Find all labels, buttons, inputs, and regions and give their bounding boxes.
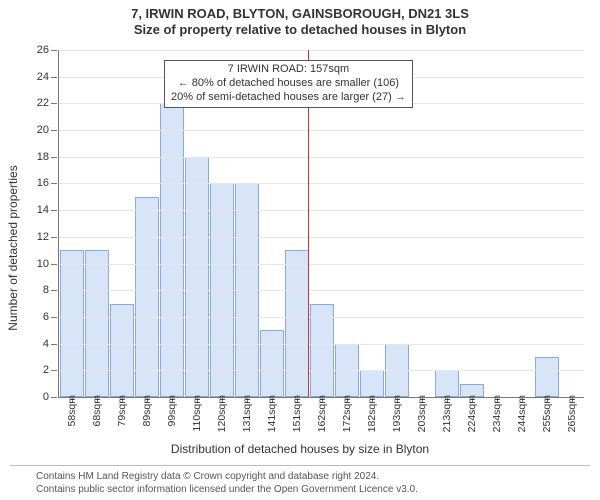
x-tick-label: 141sqm (266, 395, 278, 432)
bar-slot: 224sqm (459, 50, 484, 397)
x-axis-label: Distribution of detached houses by size … (0, 442, 600, 456)
x-tick-label: 99sqm (166, 395, 178, 427)
x-tick-label: 193sqm (391, 395, 403, 432)
bar-slot: 244sqm (509, 50, 534, 397)
gridline (59, 50, 584, 51)
bar (285, 250, 309, 397)
y-tick (51, 77, 57, 78)
y-tick (51, 210, 57, 211)
y-tick (51, 157, 57, 158)
bar-slot: 68sqm (84, 50, 109, 397)
gridline (59, 237, 584, 238)
x-tick-label: 255sqm (541, 395, 553, 432)
x-tick-label: 131sqm (241, 395, 253, 432)
x-tick-label: 79sqm (116, 395, 128, 427)
bar (260, 330, 284, 397)
footer-line1: Contains HM Land Registry data © Crown c… (36, 471, 379, 482)
y-tick-label: 8 (25, 284, 49, 296)
y-tick-label: 22 (25, 97, 49, 109)
bar (160, 103, 184, 397)
x-tick-label: 203sqm (416, 395, 428, 432)
x-tick-label: 58sqm (66, 395, 78, 427)
y-tick-label: 6 (25, 311, 49, 323)
footer-divider (10, 465, 590, 466)
y-tick-label: 2 (25, 364, 49, 376)
x-tick-label: 265sqm (566, 395, 578, 432)
y-tick-label: 4 (25, 338, 49, 350)
x-tick-label: 151sqm (291, 395, 303, 432)
plot-region: 58sqm68sqm79sqm89sqm99sqm110sqm120sqm131… (58, 50, 584, 398)
bar (60, 250, 84, 397)
y-tick (51, 103, 57, 104)
annotation-line: 20% of semi-detached houses are larger (… (171, 91, 406, 105)
x-tick-label: 172sqm (341, 395, 353, 432)
gridline (59, 370, 584, 371)
gridline (59, 264, 584, 265)
x-tick-label: 89sqm (141, 395, 153, 427)
bar-slot: 58sqm (59, 50, 84, 397)
y-tick (51, 237, 57, 238)
gridline (59, 130, 584, 131)
y-tick (51, 370, 57, 371)
bar (360, 370, 384, 397)
footer-attribution: Contains HM Land Registry data © Crown c… (0, 471, 600, 496)
y-tick (51, 183, 57, 184)
y-tick (51, 264, 57, 265)
bar-slot: 79sqm (109, 50, 134, 397)
x-tick-label: 110sqm (191, 395, 203, 432)
bar-slot: 255sqm (534, 50, 559, 397)
y-tick-label: 20 (25, 124, 49, 136)
bar (135, 197, 159, 397)
annotation-line: 7 IRWIN ROAD: 157sqm (171, 63, 406, 77)
title-subtitle: Size of property relative to detached ho… (0, 22, 600, 38)
footer-line2: Contains public sector information licen… (36, 484, 418, 495)
bar-slot: 213sqm (434, 50, 459, 397)
gridline (59, 290, 584, 291)
y-tick-label: 14 (25, 204, 49, 216)
y-tick (51, 344, 57, 345)
bar-slot: 265sqm (559, 50, 584, 397)
gridline (59, 210, 584, 211)
gridline (59, 317, 584, 318)
bar (85, 250, 109, 397)
y-tick (51, 50, 57, 51)
y-tick-label: 0 (25, 391, 49, 403)
y-tick-label: 26 (25, 44, 49, 56)
y-tick (51, 290, 57, 291)
chart-figure: 7, IRWIN ROAD, BLYTON, GAINSBOROUGH, DN2… (0, 0, 600, 500)
x-tick-label: 224sqm (466, 395, 478, 432)
title-address: 7, IRWIN ROAD, BLYTON, GAINSBOROUGH, DN2… (0, 0, 600, 22)
y-tick-label: 16 (25, 177, 49, 189)
gridline (59, 344, 584, 345)
bar (435, 370, 459, 397)
x-tick-label: 234sqm (491, 395, 503, 432)
y-tick-label: 12 (25, 231, 49, 243)
y-tick (51, 397, 57, 398)
annotation-box: 7 IRWIN ROAD: 157sqm← 80% of detached ho… (164, 60, 413, 107)
x-tick-label: 213sqm (441, 395, 453, 432)
y-tick (51, 130, 57, 131)
gridline (59, 183, 584, 184)
y-tick (51, 317, 57, 318)
x-tick-label: 120sqm (216, 395, 228, 432)
bar-slot: 89sqm (134, 50, 159, 397)
x-tick-label: 162sqm (316, 395, 328, 432)
x-tick-label: 182sqm (366, 395, 378, 432)
bar (185, 157, 209, 397)
x-tick-label: 68sqm (91, 395, 103, 427)
annotation-line: ← 80% of detached houses are smaller (10… (171, 77, 406, 91)
gridline (59, 157, 584, 158)
y-axis-label: Number of detached properties (6, 165, 20, 330)
bar-slot: 234sqm (484, 50, 509, 397)
y-tick-label: 24 (25, 71, 49, 83)
x-tick-label: 244sqm (516, 395, 528, 432)
bar (535, 357, 559, 397)
chart-area: Number of detached properties 58sqm68sqm… (0, 40, 600, 456)
y-tick-label: 10 (25, 258, 49, 270)
y-tick-label: 18 (25, 151, 49, 163)
